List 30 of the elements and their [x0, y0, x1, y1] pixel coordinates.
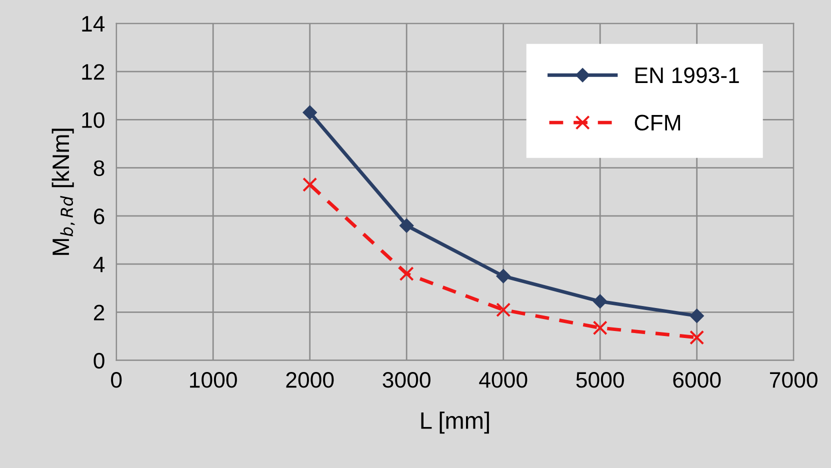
x-axis-title: L [mm] — [421, 412, 489, 434]
point — [399, 266, 414, 282]
point — [690, 330, 704, 345]
x-tick-label: 3000 — [382, 372, 430, 388]
point — [690, 308, 704, 323]
y-axis-title: M$_{b,Rd}$ [kNm] — [52, 128, 75, 255]
point — [593, 294, 608, 308]
legend-label: EN 1993-1 — [636, 67, 739, 84]
point — [302, 177, 318, 192]
y-tick-label: 8 — [94, 160, 104, 176]
y-tick-label: 2 — [94, 304, 104, 320]
point — [592, 320, 608, 336]
point — [302, 106, 317, 120]
point — [400, 218, 414, 233]
point — [496, 269, 510, 284]
x-tick-label: 4000 — [479, 372, 528, 388]
x-tick-label: 7000 — [770, 372, 818, 388]
y-tick-label: 12 — [82, 64, 104, 80]
y-tick-label: 0 — [94, 352, 104, 369]
y-tick-label: 4 — [93, 256, 105, 272]
point — [496, 302, 511, 318]
legend-label: CFM — [634, 114, 680, 131]
x-tick-label: 2000 — [286, 372, 334, 388]
y-tick-label: 10 — [82, 112, 104, 128]
y-tick-label: 14 — [82, 16, 105, 32]
y-tick-label: 6 — [94, 208, 104, 224]
x-tick-label: 6000 — [673, 372, 721, 388]
x-tick-label: 5000 — [576, 372, 624, 388]
x-tick-label: 0 — [111, 372, 122, 388]
x-tick-label: 1000 — [190, 372, 237, 388]
